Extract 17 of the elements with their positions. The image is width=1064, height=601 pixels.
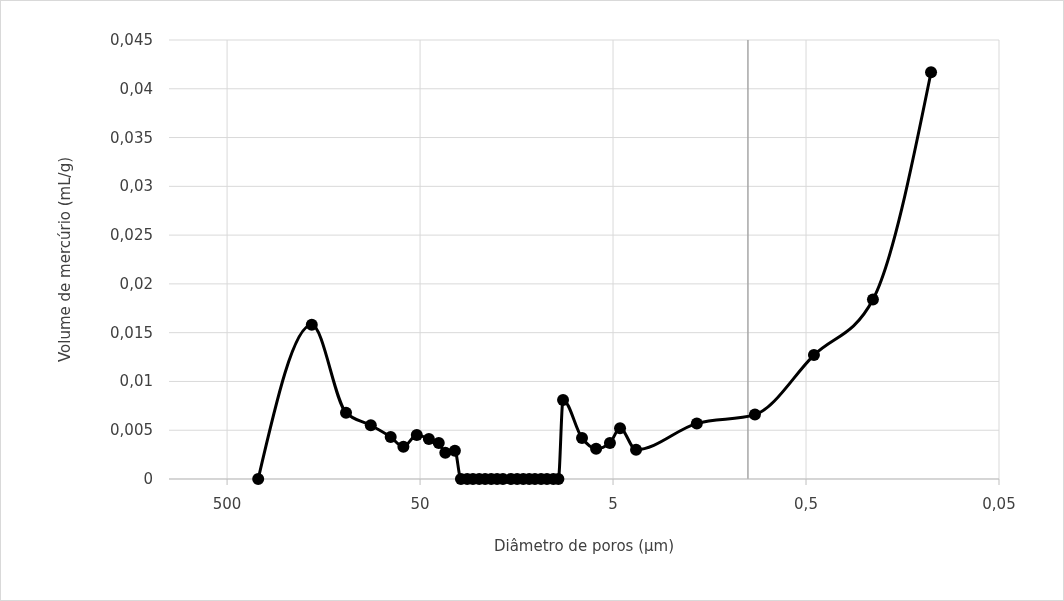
x-tick-label: 0,5 xyxy=(794,495,818,513)
y-tick-label: 0,015 xyxy=(110,323,153,342)
x-tick-label: 500 xyxy=(212,495,242,513)
y-tick-label: 0,02 xyxy=(119,274,153,293)
x-tick-label: 0,05 xyxy=(982,495,1016,513)
y-tick-label: 0,005 xyxy=(110,421,153,440)
y-tick-label: 0,03 xyxy=(119,177,153,196)
y-tick-label: 0,045 xyxy=(110,31,153,49)
x-tick-label: 50 xyxy=(410,495,430,513)
x-axis-title: Diâmetro de poros (µm) xyxy=(493,537,675,555)
y-tick-label: 0 xyxy=(143,470,153,488)
x-tick-label: 5 xyxy=(608,495,618,513)
y-tick-label: 0,035 xyxy=(110,128,153,147)
y-tick-label: 0,025 xyxy=(110,226,153,245)
y-tick-label: 0,01 xyxy=(119,372,153,391)
y-tick-label: 0,04 xyxy=(119,79,153,98)
y-axis-title: Volume de mercúrio (mL/g) xyxy=(56,156,74,363)
